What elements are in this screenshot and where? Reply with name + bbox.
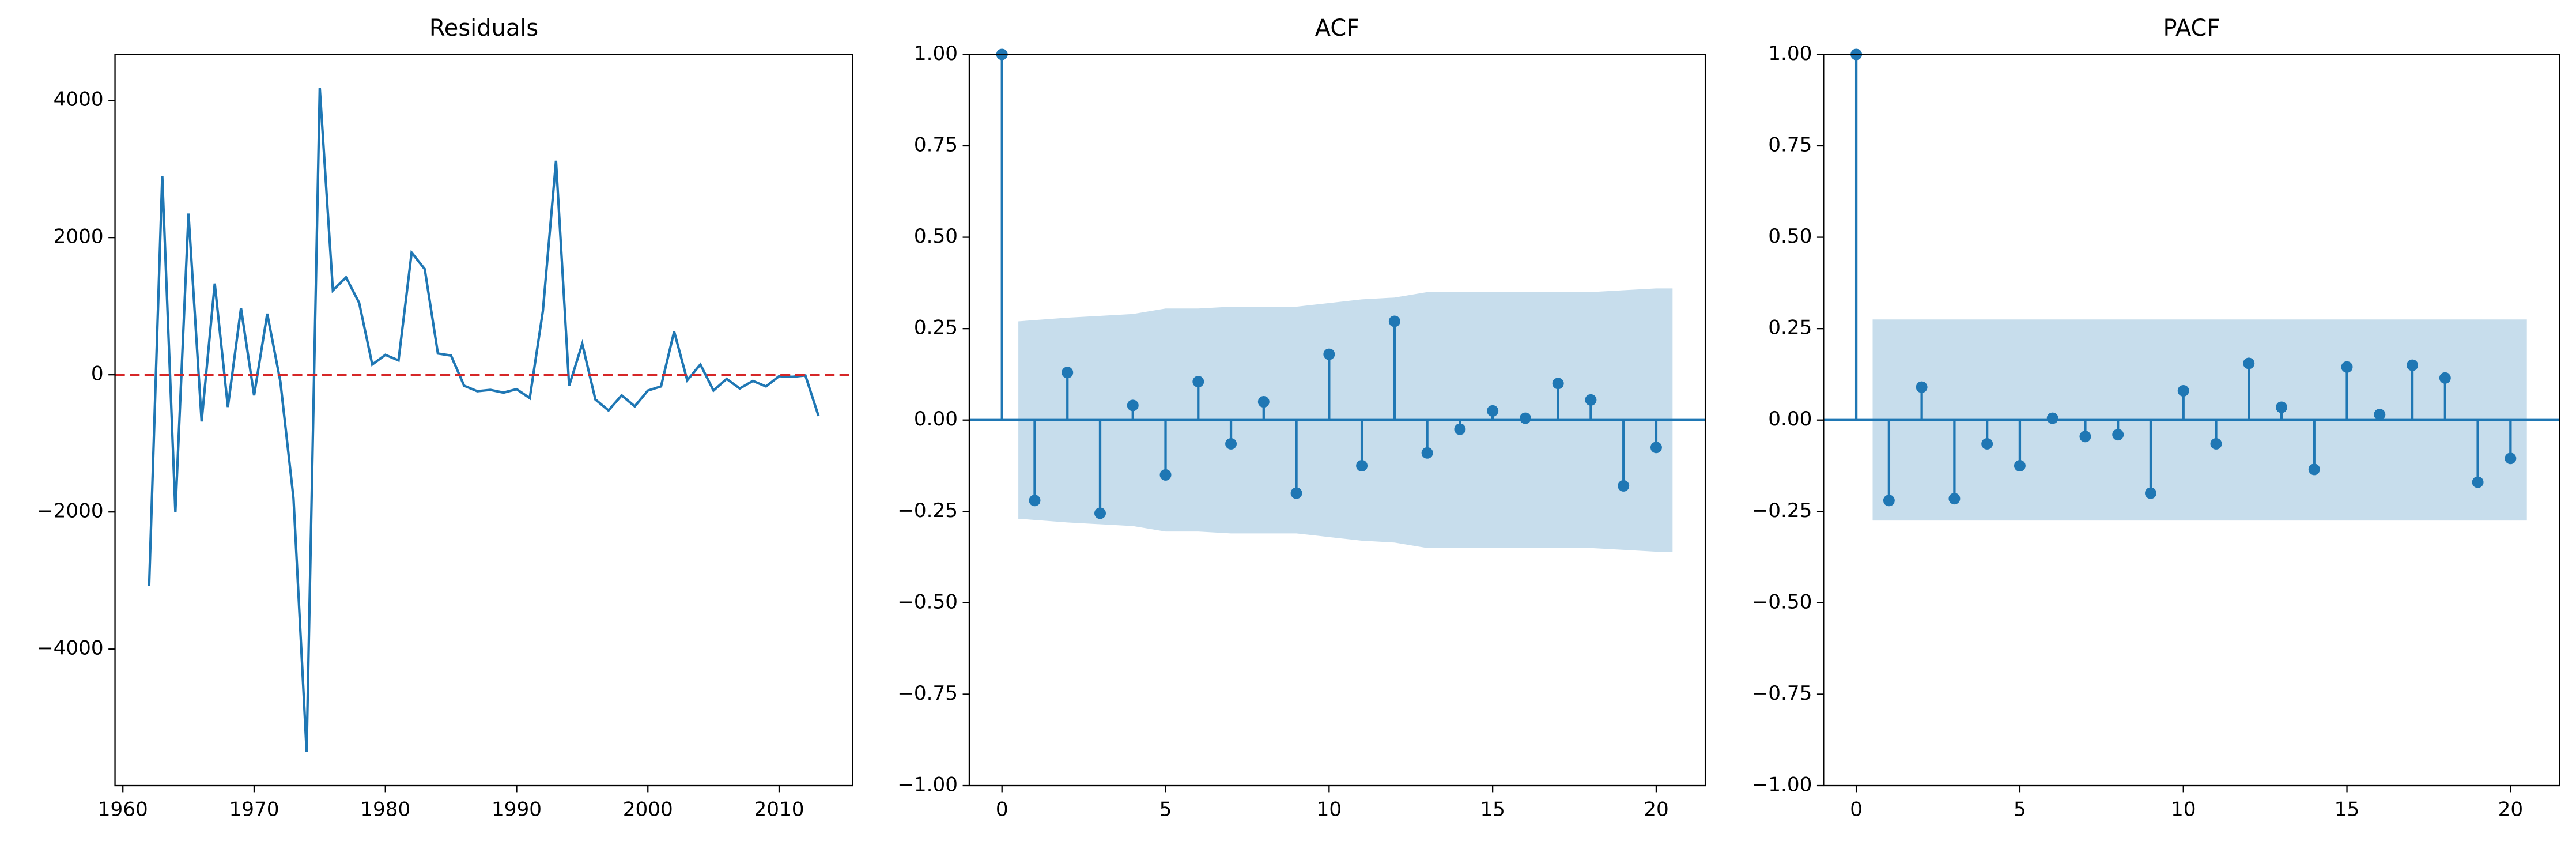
stem-marker <box>1029 495 1041 507</box>
x-tick-label: 20 <box>2498 798 2524 821</box>
x-tick-label: 2000 <box>623 798 673 821</box>
stem-marker <box>1062 367 1074 379</box>
x-tick-label: 20 <box>1644 798 1669 821</box>
stem-marker <box>1159 469 1172 481</box>
stem-marker <box>2276 401 2287 413</box>
y-tick-label: −0.25 <box>897 499 958 522</box>
y-tick-label: 1.00 <box>1768 42 1812 65</box>
y-tick-label: −2000 <box>37 500 104 523</box>
y-tick-label: 0.50 <box>914 225 958 248</box>
x-tick-label: 2010 <box>754 798 804 821</box>
stem-marker <box>2472 476 2484 488</box>
stem-marker <box>1618 480 1630 492</box>
stem-marker <box>1552 378 1564 390</box>
stem-marker <box>1487 405 1499 417</box>
stem-marker <box>1421 447 1433 459</box>
y-tick-label: −1.00 <box>1752 774 1812 797</box>
stem-marker <box>2505 452 2517 465</box>
stem-marker <box>2177 385 2189 397</box>
y-tick-label: 0.50 <box>1768 225 1812 248</box>
x-tick-label: 10 <box>2171 798 2196 821</box>
stem-marker <box>1916 381 1928 393</box>
stem-marker <box>2046 412 2058 424</box>
y-tick-label: −0.25 <box>1752 499 1812 522</box>
x-tick-label: 1990 <box>492 798 542 821</box>
y-tick-label: 0.25 <box>914 316 958 339</box>
stem-marker <box>1323 348 1335 360</box>
chart-title: ACF <box>1315 15 1359 42</box>
y-tick-label: 0.00 <box>914 408 958 431</box>
stem-marker <box>1650 442 1662 454</box>
stem-marker <box>2144 487 2156 499</box>
stem-marker <box>2210 437 2222 450</box>
chart-title: Residuals <box>429 15 538 42</box>
y-tick-label: −0.75 <box>897 682 958 705</box>
stem-marker <box>1094 507 1106 519</box>
stem-marker <box>1585 394 1597 406</box>
x-tick-label: 5 <box>1159 798 1172 821</box>
x-tick-label: 15 <box>2335 798 2360 821</box>
y-tick-label: −4000 <box>37 637 104 660</box>
y-tick-label: 0.75 <box>1768 134 1812 157</box>
stem-marker <box>2407 359 2419 371</box>
stem-marker <box>1519 412 1531 424</box>
x-tick-label: 15 <box>1480 798 1505 821</box>
x-tick-label: 1980 <box>360 798 410 821</box>
y-tick-label: 0 <box>91 363 104 386</box>
y-tick-label: 1.00 <box>914 42 958 65</box>
chart-title: PACF <box>2163 15 2220 42</box>
x-tick-label: 5 <box>2014 798 2026 821</box>
stem-marker <box>2079 431 2091 443</box>
stem-marker <box>1388 315 1400 327</box>
y-tick-label: 4000 <box>54 88 104 111</box>
x-tick-label: 10 <box>1317 798 1342 821</box>
stem-marker <box>1981 437 1993 450</box>
stem-marker <box>1257 396 1270 408</box>
y-tick-label: 0.75 <box>914 134 958 157</box>
y-tick-label: −0.75 <box>1752 682 1812 705</box>
x-tick-label: 1960 <box>98 798 148 821</box>
y-tick-label: −1.00 <box>897 774 958 797</box>
stem-marker <box>1454 423 1466 435</box>
stem-marker <box>1883 495 1895 507</box>
y-tick-label: −0.50 <box>1752 590 1812 613</box>
stem-marker <box>2341 361 2353 373</box>
stem-marker <box>2308 463 2320 476</box>
stem-marker <box>2374 409 2386 421</box>
x-tick-label: 1970 <box>229 798 279 821</box>
stem-marker <box>2439 372 2451 384</box>
stem-marker <box>1127 399 1139 412</box>
x-tick-label: 0 <box>1850 798 1863 821</box>
residual-line <box>148 88 820 752</box>
stem-marker <box>2243 357 2255 369</box>
y-tick-label: −0.50 <box>897 590 958 613</box>
plot-frame <box>114 54 853 787</box>
y-tick-label: 0.00 <box>1768 408 1812 431</box>
stem-marker <box>1225 437 1237 450</box>
stem-marker <box>1192 376 1204 388</box>
stem-marker <box>2014 460 2026 471</box>
stem-marker <box>1948 493 1961 505</box>
x-tick-label: 0 <box>996 798 1009 821</box>
y-tick-label: 0.25 <box>1768 316 1812 339</box>
stem-marker <box>1290 487 1302 499</box>
stem-marker <box>2112 429 2124 441</box>
y-tick-label: 2000 <box>54 225 104 248</box>
stem-marker <box>1356 460 1368 471</box>
